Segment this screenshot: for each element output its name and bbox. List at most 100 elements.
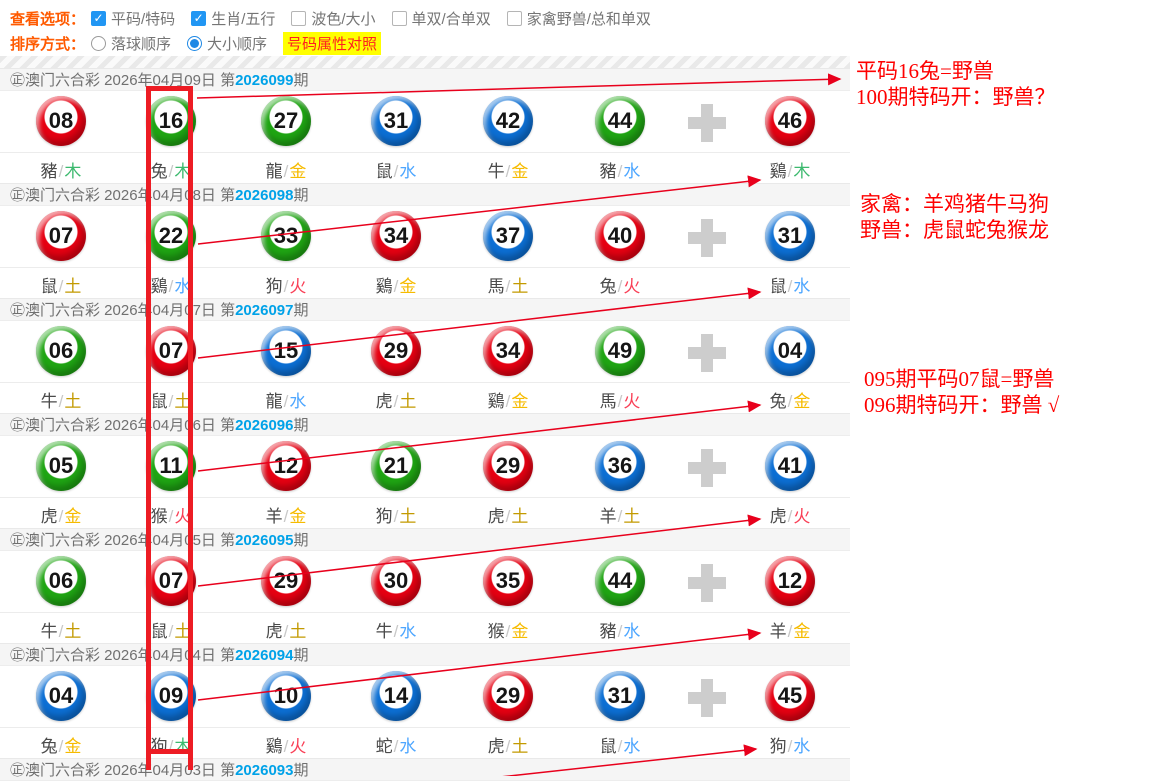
option-checkbox-1[interactable]: ✓ 生肖/五行 <box>191 8 275 29</box>
zodiac-element-label: 羊/金 <box>241 502 331 527</box>
lottery-ball-07: 07 <box>146 326 196 376</box>
zodiac-char: 牛 <box>487 162 505 181</box>
sort-radio-label[interactable]: 大小顺序 <box>207 35 268 53</box>
zodiac-element-label: 鼠/水 <box>745 272 835 297</box>
element-char: 金 <box>511 392 529 411</box>
zodiac-char: 兔 <box>599 277 617 296</box>
element-char: 水 <box>623 162 641 181</box>
slash-separator: / <box>58 737 64 756</box>
lottery-ball-33: 33 <box>261 211 311 261</box>
radio-selected-icon[interactable] <box>187 35 203 51</box>
slash-separator: / <box>283 737 289 756</box>
lottery-ball-15: 15 <box>261 326 311 376</box>
zodiac-char: 猴 <box>150 507 168 526</box>
slash-separator: / <box>787 162 793 181</box>
element-char: 火 <box>623 277 641 296</box>
zodiac-char: 狗 <box>265 277 283 296</box>
sort-radio-1[interactable]: 大小顺序 <box>187 33 267 54</box>
slash-separator: / <box>168 277 174 296</box>
draw-header: ㊣澳门六合彩 2026年04月09日 第2026099期 <box>0 68 850 91</box>
zodiac-element-label: 虎/土 <box>241 617 331 642</box>
plus-icon <box>688 334 726 372</box>
zodiac-char: 鼠 <box>599 737 617 756</box>
label-row: 牛/土 鼠/土 龍/水 虎/土 鷄/金 馬/火 兔/金 <box>0 382 850 413</box>
highlight-rectangle-stub <box>188 754 193 770</box>
option-checkbox-0[interactable]: ✓ 平码/特码 <box>91 8 175 29</box>
zodiac-element-label: 兔/金 <box>16 732 106 757</box>
option-checkbox-label[interactable]: 单双/合单双 <box>411 10 491 28</box>
checkbox-checked-icon[interactable]: ✓ <box>91 10 107 26</box>
element-char: 木 <box>174 162 192 181</box>
draw-header: ㊣澳门六合彩 2026年04月03日 第2026093期 <box>0 758 850 781</box>
slash-separator: / <box>393 162 399 181</box>
option-checkbox-label[interactable]: 平码/特码 <box>111 10 176 28</box>
sort-radio-label[interactable]: 落球顺序 <box>111 35 172 53</box>
element-char: 水 <box>623 622 641 641</box>
lottery-ball-42: 42 <box>483 96 533 146</box>
lottery-ball-06: 06 <box>36 326 86 376</box>
zodiac-char: 龍 <box>265 392 283 411</box>
option-checkbox-2[interactable]: 波色/大小 <box>291 8 376 29</box>
draw-title-text: ㊣澳门六合彩 2026年04月06日 第 <box>10 417 236 434</box>
zodiac-element-label: 蛇/水 <box>351 732 441 757</box>
number-attribute-compare-button[interactable]: 号码属性对照 <box>283 31 382 55</box>
zodiac-element-label: 鷄/水 <box>126 272 216 297</box>
checkbox-unchecked-icon[interactable] <box>506 10 522 26</box>
element-char: 金 <box>399 277 417 296</box>
zodiac-char: 鼠 <box>40 277 58 296</box>
slash-separator: / <box>393 507 399 526</box>
draw-period-suffix: 期 <box>293 72 309 89</box>
element-char: 土 <box>623 507 641 526</box>
label-row: 虎/金 猴/火 羊/金 狗/土 虎/土 羊/土 虎/火 <box>0 497 850 528</box>
draw-title-text: ㊣澳门六合彩 2026年04月09日 第 <box>10 72 236 89</box>
lottery-ball-31: 31 <box>371 96 421 146</box>
slash-separator: / <box>58 162 64 181</box>
element-char: 金 <box>511 622 529 641</box>
option-checkbox-4[interactable]: 家禽野兽/总和单双 <box>506 8 651 29</box>
checkbox-unchecked-icon[interactable] <box>291 10 307 26</box>
lottery-ball-21: 21 <box>371 441 421 491</box>
plus-icon <box>688 219 726 257</box>
lottery-ball-07: 07 <box>146 556 196 606</box>
slash-separator: / <box>283 277 289 296</box>
zodiac-char: 龍 <box>265 162 283 181</box>
annotation-note-1: 平码16兔=野兽 100期特码开：野兽？ <box>856 58 1056 110</box>
element-char: 金 <box>511 162 529 181</box>
zodiac-char: 牛 <box>40 622 58 641</box>
draw-title-text: ㊣澳门六合彩 2026年04月07日 第 <box>10 302 236 319</box>
zodiac-element-label: 鼠/土 <box>126 387 216 412</box>
option-checkbox-label[interactable]: 波色/大小 <box>311 10 376 28</box>
zodiac-char: 豬 <box>599 622 617 641</box>
zodiac-element-label: 鼠/水 <box>351 157 441 182</box>
draw-period-suffix: 期 <box>293 302 309 319</box>
checkbox-checked-icon[interactable]: ✓ <box>191 10 207 26</box>
lottery-ball-41: 41 <box>765 441 815 491</box>
draw-header: ㊣澳门六合彩 2026年04月07日 第2026097期 <box>0 298 850 321</box>
zodiac-element-label: 牛/土 <box>16 617 106 642</box>
slash-separator: / <box>787 277 793 296</box>
lottery-ball-05: 05 <box>36 441 86 491</box>
draw-row: ㊣澳门六合彩 2026年04月04日 第2026094期 04 09 10 14 29 31… <box>0 643 850 758</box>
option-checkbox-3[interactable]: 单双/合单双 <box>391 8 491 29</box>
lottery-ball-04: 04 <box>36 671 86 721</box>
highlight-rectangle <box>146 86 193 754</box>
lottery-ball-22: 22 <box>146 211 196 261</box>
element-char: 土 <box>64 622 82 641</box>
option-checkbox-label[interactable]: 生肖/五行 <box>211 10 276 28</box>
draw-period-number: 2026098 <box>235 187 294 204</box>
ball-row: 07 22 33 34 37 40 31 <box>0 206 850 267</box>
zodiac-char: 鷄 <box>487 392 505 411</box>
slash-separator: / <box>505 392 511 411</box>
zodiac-char: 鼠 <box>150 622 168 641</box>
option-checkbox-label[interactable]: 家禽野兽/总和单双 <box>526 10 651 28</box>
element-char: 火 <box>174 507 192 526</box>
sort-radio-0[interactable]: 落球顺序 <box>91 33 171 54</box>
checkbox-group: ✓ 平码/特码 ✓ 生肖/五行 波色/大小 单双/合单双 家禽野兽/总和单双 <box>91 8 667 29</box>
radio-unselected-icon[interactable] <box>91 35 107 51</box>
draw-period-suffix: 期 <box>293 647 309 664</box>
zodiac-char: 虎 <box>265 622 283 641</box>
slash-separator: / <box>58 507 64 526</box>
lottery-ball-30: 30 <box>371 556 421 606</box>
lottery-ball-49: 49 <box>595 326 645 376</box>
checkbox-unchecked-icon[interactable] <box>391 10 407 26</box>
